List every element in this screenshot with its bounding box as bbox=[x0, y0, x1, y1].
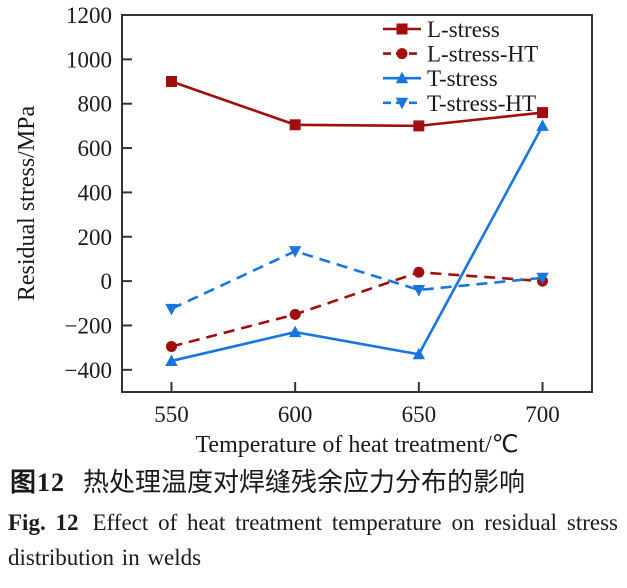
y-tick-label: 1200 bbox=[66, 3, 112, 28]
y-tick-label: 0 bbox=[101, 269, 113, 294]
x-tick-label: 550 bbox=[154, 402, 189, 427]
series-line bbox=[171, 80, 543, 128]
y-tick-label: 800 bbox=[78, 92, 113, 117]
y-tick-label: 600 bbox=[78, 136, 113, 161]
legend-item-l-stress-ht: L-stress-HT bbox=[383, 42, 538, 67]
legend-label: T-stress-HT bbox=[427, 91, 536, 116]
square-marker bbox=[413, 120, 425, 132]
caption-en: Fig. 12 Effect of heat treatment temperat… bbox=[8, 505, 618, 575]
y-tick-label: 200 bbox=[78, 225, 113, 250]
series-line bbox=[170, 249, 543, 311]
square-marker bbox=[537, 107, 549, 119]
series-t-stress bbox=[165, 119, 549, 366]
legend-item-l-stress: L-stress bbox=[383, 17, 500, 42]
figure-12: −400 −200 0 200 400 600 800 1000 1200 Residual st… bbox=[0, 3, 627, 575]
plot-frame bbox=[121, 14, 593, 393]
legend-label: L-stress-HT bbox=[427, 42, 538, 67]
series-line bbox=[171, 125, 544, 363]
triangle-down-marker bbox=[412, 284, 426, 297]
triangle-up-marker bbox=[288, 325, 302, 338]
triangle-up-marker bbox=[395, 71, 409, 84]
series-t-stress-ht bbox=[165, 246, 549, 316]
caption-zh-text: 热处理温度对焊缝残余应力分布的影响 bbox=[83, 468, 526, 497]
caption-zh-label: 图12 bbox=[10, 468, 66, 497]
x-tick-label: 600 bbox=[278, 402, 313, 427]
triangle-down-marker bbox=[288, 246, 302, 258]
y-tick-label: −400 bbox=[65, 358, 112, 383]
x-tick-label: 700 bbox=[525, 402, 560, 427]
square-marker bbox=[396, 23, 408, 35]
figure-caption: 图12 热处理温度对焊缝残余应力分布的影响 Fig. 12 Effect of he… bbox=[0, 466, 627, 575]
series-l-stress-ht bbox=[165, 266, 549, 353]
triangle-up-marker bbox=[536, 119, 549, 131]
y-axis-title: Residual stress/MPa bbox=[14, 105, 40, 301]
triangle-down-marker bbox=[165, 303, 178, 316]
legend-item-t-stress: T-stress bbox=[383, 66, 498, 91]
square-marker bbox=[289, 119, 301, 131]
series-l-stress bbox=[165, 76, 549, 132]
triangle-down-marker bbox=[395, 97, 409, 110]
y-axis: −400 −200 0 200 400 600 800 1000 1200 Residual st… bbox=[14, 3, 132, 383]
triangle-down-marker bbox=[536, 272, 549, 285]
y-tick-label: 1000 bbox=[66, 47, 112, 72]
chart: −400 −200 0 200 400 600 800 1000 1200 Residual st… bbox=[14, 3, 593, 458]
x-axis-title: Temperature of heat treatment/℃ bbox=[195, 432, 518, 458]
caption-en-label: Fig. 12 bbox=[8, 510, 79, 535]
circle-marker bbox=[413, 266, 425, 278]
chart-canvas: −400 −200 0 200 400 600 800 1000 1200 Residual st… bbox=[14, 3, 593, 458]
series-line bbox=[171, 270, 543, 348]
y-tick-label: −200 bbox=[65, 313, 112, 338]
circle-marker bbox=[289, 308, 301, 320]
triangle-up-marker bbox=[165, 354, 178, 366]
legend-item-t-stress-ht: T-stress-HT bbox=[383, 91, 536, 116]
y-tick-label: 400 bbox=[78, 180, 113, 205]
caption-zh: 图12 热处理温度对焊缝残余应力分布的影响 bbox=[10, 466, 617, 500]
caption-en-text: Effect of heat treatment temperature on … bbox=[8, 510, 618, 570]
x-tick-label: 650 bbox=[402, 402, 437, 427]
square-marker bbox=[165, 76, 177, 88]
circle-marker bbox=[396, 48, 408, 60]
x-axis: 550 600 650 700 Temperature of heat treatmen… bbox=[154, 382, 560, 458]
legend-label: T-stress bbox=[427, 66, 498, 91]
triangle-up-marker bbox=[412, 347, 426, 360]
circle-marker bbox=[165, 341, 177, 353]
legend-label: L-stress bbox=[427, 17, 500, 42]
